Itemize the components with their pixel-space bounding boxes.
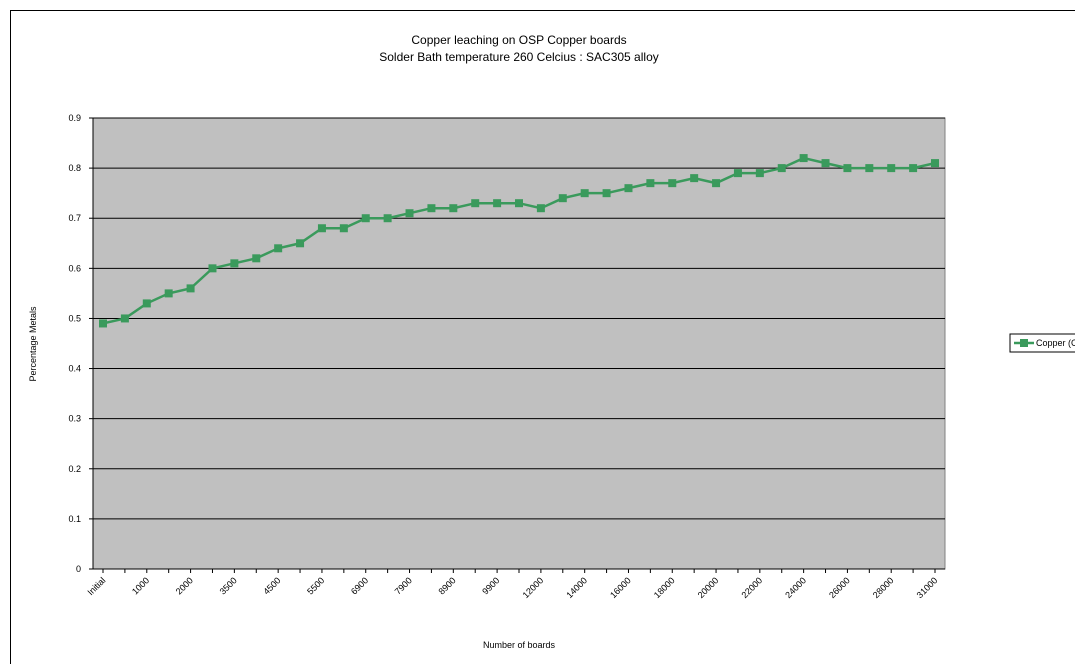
- data-point: [602, 189, 611, 198]
- data-point: [931, 159, 939, 168]
- data-point: [887, 164, 896, 173]
- legend-marker: [1020, 339, 1028, 347]
- y-tick-label: 0.4: [68, 364, 81, 374]
- data-point: [799, 154, 808, 163]
- y-tick-label: 0.7: [68, 213, 81, 223]
- data-point: [405, 209, 414, 218]
- data-point: [317, 224, 326, 233]
- data-point: [536, 204, 545, 213]
- y-tick-label: 0.8: [68, 163, 81, 173]
- data-point: [339, 224, 348, 233]
- data-point: [733, 169, 742, 178]
- data-point: [690, 174, 699, 183]
- data-point: [493, 199, 502, 208]
- data-point: [646, 179, 655, 188]
- data-point: [755, 169, 764, 178]
- chart-subtitle: Solder Bath temperature 260 Celcius : SA…: [379, 50, 659, 64]
- data-point: [383, 214, 392, 223]
- data-point: [164, 289, 173, 298]
- y-tick-label: 0.3: [68, 414, 81, 424]
- y-tick-label: 0.5: [68, 313, 81, 323]
- legend-box: [1009, 333, 1075, 353]
- y-tick-label: 0.6: [68, 263, 81, 273]
- data-point: [296, 239, 305, 248]
- x-axis-label: Number of boards: [483, 640, 556, 650]
- data-point: [624, 184, 633, 193]
- data-point: [821, 159, 830, 168]
- data-point: [230, 259, 239, 268]
- data-point: [558, 194, 567, 203]
- legend-label: Copper (Cu): [1036, 338, 1075, 348]
- data-point: [274, 244, 283, 253]
- data-point: [361, 214, 370, 223]
- y-axis-label: Percentage Metals: [28, 306, 38, 382]
- data-point: [449, 204, 458, 213]
- data-point: [208, 264, 217, 273]
- data-point: [515, 199, 523, 208]
- data-point: [909, 164, 918, 173]
- y-tick-label: 0.1: [68, 514, 81, 524]
- data-point: [471, 199, 480, 208]
- data-point: [142, 299, 151, 308]
- data-point: [712, 179, 721, 188]
- data-point: [777, 164, 786, 173]
- data-point: [843, 164, 852, 173]
- data-point: [120, 314, 129, 323]
- data-point: [580, 189, 589, 198]
- y-tick-label: 0.9: [68, 113, 81, 123]
- data-point: [865, 164, 874, 173]
- y-tick-label: 0: [76, 564, 81, 574]
- plot-area: [92, 117, 946, 570]
- data-point: [668, 179, 677, 188]
- data-point: [99, 319, 107, 328]
- data-point: [427, 204, 436, 213]
- data-point: [186, 284, 195, 293]
- chart-title: Copper leaching on OSP Copper boards: [411, 33, 626, 47]
- data-point: [252, 254, 261, 263]
- y-tick-label: 0.2: [68, 464, 81, 474]
